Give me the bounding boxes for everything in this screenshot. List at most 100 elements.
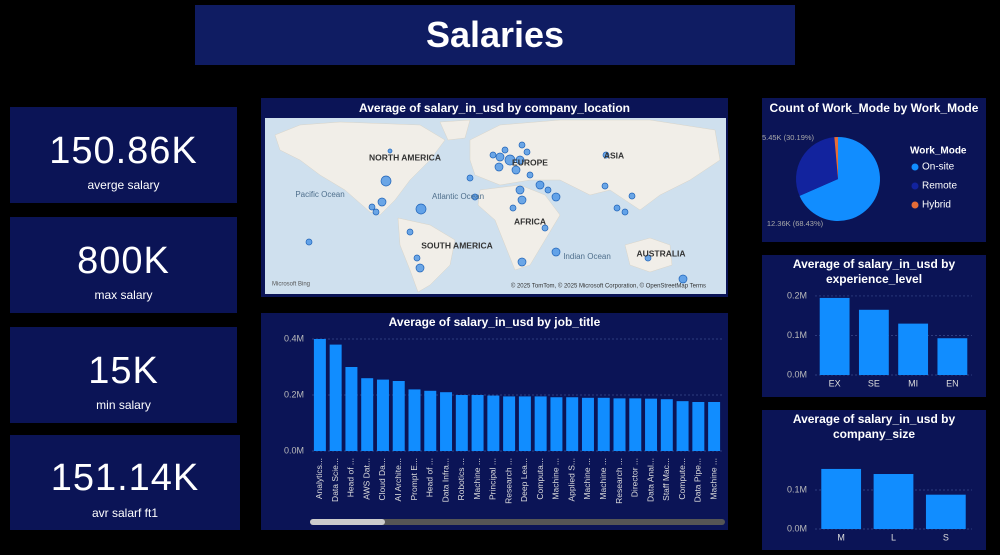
x-tick-label: L — [891, 532, 896, 542]
y-tick-label: 0.2M — [787, 290, 807, 300]
bar — [455, 395, 468, 451]
x-tick-label: Machine ... — [708, 458, 718, 500]
location-bubble — [387, 148, 393, 154]
scrollbar[interactable] — [310, 519, 725, 525]
location-bubble — [535, 180, 545, 190]
bar — [925, 494, 966, 529]
location-bubble — [621, 208, 629, 216]
bar — [898, 323, 929, 375]
card-label: avr salarf ft1 — [91, 506, 159, 520]
location-bubble — [511, 165, 521, 175]
bar — [645, 398, 658, 451]
location-bubble — [489, 151, 497, 159]
page-title: Salaries — [425, 14, 565, 55]
x-tick-label: Director ... — [630, 458, 640, 497]
location-bubble — [523, 148, 531, 156]
location-bubble — [509, 204, 517, 212]
x-tick-label: Head of ... — [425, 458, 435, 497]
bar — [313, 339, 326, 451]
chart-title: Average of salary_in_usd by company_size — [792, 412, 956, 441]
bar — [392, 381, 405, 451]
x-tick-label: Research ... — [503, 458, 513, 504]
bar — [550, 397, 563, 451]
x-tick-label: Head of ... — [346, 458, 356, 497]
map-label: SOUTH AMERICA — [421, 240, 492, 250]
bar — [487, 395, 500, 451]
location-bubble — [415, 203, 427, 215]
scroll-thumb[interactable] — [310, 519, 385, 525]
legend-label: On-site — [922, 162, 955, 173]
bar — [518, 396, 531, 451]
location-bubble — [494, 162, 504, 172]
location-bubble — [517, 195, 527, 205]
x-tick-label: Data Infra... — [440, 458, 450, 502]
map-label: Atlantic Ocean — [432, 192, 484, 201]
location-bubble — [678, 274, 688, 284]
y-tick-label: 0.0M — [284, 445, 304, 455]
bar — [361, 378, 374, 451]
bar — [819, 297, 850, 375]
bar — [660, 399, 673, 451]
map-label: Indian Ocean — [563, 252, 611, 261]
map-attribution: © 2025 TomTom, © 2025 Microsoft Corporat… — [511, 283, 706, 290]
card-value: 150.86K — [49, 130, 198, 172]
map-label: NORTH AMERICA — [369, 152, 441, 162]
location-bubble — [518, 141, 526, 149]
bar — [424, 390, 437, 451]
pie-slice — [796, 137, 838, 196]
chart-title: Average of salary_in_usd by job_title — [388, 315, 601, 329]
x-tick-label: M — [837, 532, 845, 542]
x-tick-label: Compute... — [677, 458, 687, 500]
map-label: AFRICA — [514, 216, 546, 226]
x-tick-label: Machine ... — [582, 458, 592, 500]
pie-slice — [799, 137, 880, 221]
title-banner — [195, 5, 795, 65]
x-tick-label: MI — [908, 378, 918, 388]
legend-label: Remote — [922, 181, 957, 192]
legend-label: Hybrid — [922, 200, 951, 211]
y-tick-label: 0.1M — [787, 484, 807, 494]
location-bubble — [551, 247, 561, 257]
legend-marker — [911, 182, 919, 190]
bar — [408, 389, 421, 451]
location-bubble — [602, 151, 610, 159]
x-tick-label: Machine ... — [472, 458, 482, 500]
x-tick-label: EN — [946, 378, 959, 388]
y-tick-label: 0.1M — [787, 330, 807, 340]
location-bubble — [644, 254, 652, 262]
x-tick-label: AI Archite... — [393, 458, 403, 501]
bar — [629, 398, 642, 451]
card-value: 15K — [88, 350, 159, 392]
y-tick-label: 0.2M — [284, 389, 304, 399]
x-tick-label: Staff Mac... — [661, 458, 671, 501]
bar — [597, 397, 610, 451]
card-bg — [10, 435, 240, 530]
card-bg — [10, 107, 237, 203]
land — [477, 184, 561, 271]
x-tick-label: SE — [868, 378, 880, 388]
bar — [873, 474, 914, 529]
x-tick-label: Deep Lea... — [519, 458, 529, 502]
x-tick-label: Prompt E... — [409, 458, 419, 501]
location-bubble — [613, 204, 621, 212]
location-bubble — [517, 257, 527, 267]
land — [397, 217, 456, 293]
map-logo: Microsoft Bing — [272, 282, 310, 288]
x-tick-label: Machine ... — [598, 458, 608, 500]
bar — [676, 401, 689, 451]
bar — [534, 396, 547, 451]
card-value: 800K — [77, 240, 170, 282]
map-label: AUSTRALIA — [636, 248, 685, 258]
location-bubble — [551, 192, 561, 202]
bar — [708, 402, 721, 451]
bar — [566, 397, 579, 451]
x-tick-label: S — [943, 532, 949, 542]
bar — [858, 309, 889, 375]
x-tick-label: Robotics ... — [456, 458, 466, 501]
chart-title: Average of salary_in_usd by experience_l… — [792, 257, 956, 286]
location-bubble — [515, 155, 525, 165]
bar — [345, 367, 358, 451]
x-tick-label: AWS Dat... — [361, 458, 371, 500]
